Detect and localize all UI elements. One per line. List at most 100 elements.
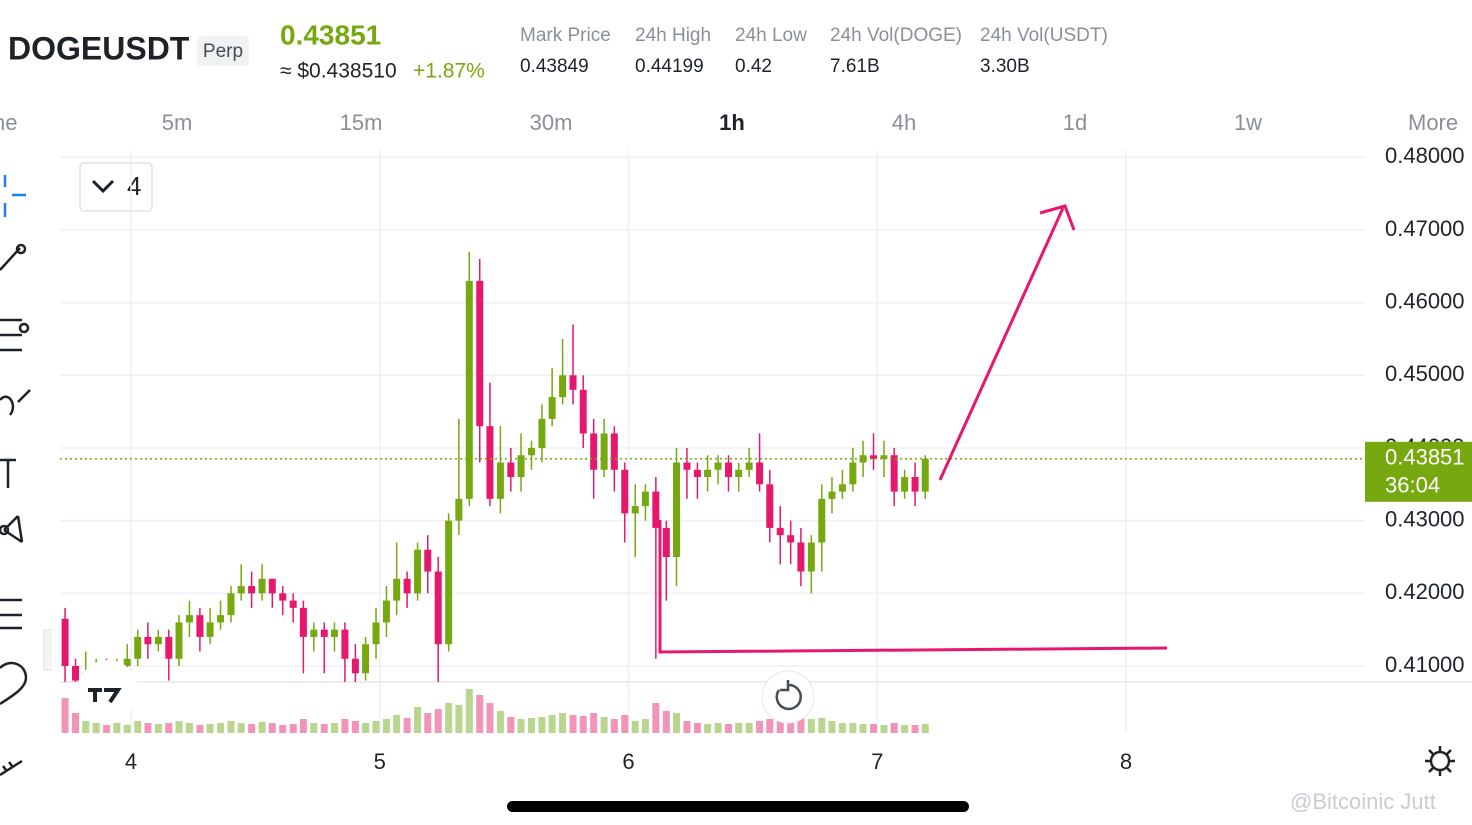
volume-bar xyxy=(621,715,629,733)
volume-bar xyxy=(890,723,898,733)
symbol[interactable]: DOGEUSDT xyxy=(8,30,190,66)
candle-body xyxy=(766,484,774,528)
contract-badge xyxy=(197,36,249,66)
volume-bar xyxy=(289,724,297,733)
candle-body xyxy=(320,629,328,637)
volume-bar xyxy=(496,711,504,733)
candle-body xyxy=(424,549,432,572)
interval-tab[interactable]: 1h xyxy=(719,110,745,135)
volume-bar xyxy=(403,718,411,733)
volume-bar xyxy=(72,713,80,733)
volume-bar xyxy=(455,705,463,733)
volume-bar xyxy=(299,719,307,733)
usd-price: ≈ $0.438510 xyxy=(280,60,397,83)
volume-bar xyxy=(911,725,919,733)
candle-body xyxy=(362,644,370,674)
candle-body xyxy=(776,527,784,536)
interval-tab[interactable]: 4h xyxy=(892,110,916,135)
indicator-count: 4 xyxy=(127,171,141,201)
candle-body xyxy=(714,462,722,470)
volume-bar xyxy=(103,725,111,733)
interval-tab[interactable]: More xyxy=(1408,110,1458,135)
interval-tab[interactable]: 30m xyxy=(530,110,573,135)
volume-bar xyxy=(258,722,266,733)
volume-bar xyxy=(351,721,359,733)
volume-bar xyxy=(590,713,598,733)
current-price-box xyxy=(1365,441,1472,502)
volume-bar xyxy=(393,715,401,733)
volume-bar xyxy=(610,719,618,733)
volume-bar xyxy=(92,723,100,733)
volume-bar xyxy=(662,711,670,733)
volume-bar xyxy=(330,723,338,733)
volume-bar xyxy=(279,725,287,733)
candle-body xyxy=(175,622,183,659)
candle-body xyxy=(268,578,276,594)
volume-bar xyxy=(372,721,380,733)
interval-tab[interactable]: ne xyxy=(0,110,17,135)
volume-bar xyxy=(579,716,587,733)
x-tick-label: 8 xyxy=(1120,749,1132,774)
countdown-label: 36:04 xyxy=(1385,473,1440,498)
volume-bar xyxy=(724,724,732,733)
volume-bar xyxy=(880,725,888,733)
candle-body xyxy=(673,462,681,557)
x-tick-label: 7 xyxy=(871,749,883,774)
x-tick-label: 4 xyxy=(125,749,137,774)
stat-label: Mark Price xyxy=(520,25,611,46)
logo xyxy=(88,688,122,704)
candle-body xyxy=(248,586,256,594)
candle-body xyxy=(123,658,131,667)
interval-tab[interactable]: 15m xyxy=(340,110,383,135)
candle-body xyxy=(517,455,525,478)
interval-tab[interactable]: 1w xyxy=(1234,110,1262,135)
volume-bar xyxy=(248,724,256,733)
candle-body xyxy=(279,593,287,601)
x-tick-label: 6 xyxy=(622,749,634,774)
candle-body xyxy=(496,462,504,499)
candle-body xyxy=(185,615,193,623)
candle-body xyxy=(559,375,567,398)
candle-body xyxy=(590,433,598,470)
volume-bar xyxy=(517,719,525,733)
candle-body xyxy=(880,455,888,459)
candle-body xyxy=(569,375,577,390)
candle-body xyxy=(548,397,556,419)
candle-body xyxy=(237,586,245,594)
volume-bar xyxy=(362,723,370,733)
candle-body xyxy=(299,607,307,637)
candle-body xyxy=(745,462,753,470)
candle-body xyxy=(465,280,473,499)
candle-body xyxy=(455,498,463,521)
candle-body xyxy=(901,477,909,492)
volume-bar xyxy=(683,721,691,733)
candle-body xyxy=(818,498,826,543)
candle-body xyxy=(579,389,587,434)
candle-body xyxy=(838,484,846,492)
reset-button[interactable] xyxy=(761,670,815,724)
volume-bar xyxy=(165,723,173,733)
candle-body xyxy=(134,636,142,659)
volume-bar xyxy=(237,723,245,733)
candle-body xyxy=(154,636,162,645)
stat-value: 0.44199 xyxy=(635,56,704,77)
volume-bar xyxy=(673,713,681,733)
candle-body xyxy=(414,549,422,594)
candle-body xyxy=(911,477,919,492)
candle-body xyxy=(631,506,639,514)
interval-tab[interactable]: 1d xyxy=(1063,110,1087,135)
x-tick-label: 5 xyxy=(374,749,386,774)
y-tick-label: 0.45000 xyxy=(1385,361,1465,386)
settings-icon[interactable] xyxy=(1429,750,1451,772)
volume-bar xyxy=(486,703,494,733)
volume-bar xyxy=(538,717,546,733)
volume-bar xyxy=(206,724,214,733)
stat-value: 7.61B xyxy=(830,56,880,77)
last-price: 0.43851 xyxy=(280,19,381,50)
indicator-toggle[interactable] xyxy=(79,162,153,212)
interval-tab[interactable]: 5m xyxy=(162,110,193,135)
candle-body xyxy=(310,629,318,637)
collapse-handle[interactable] xyxy=(43,629,52,671)
